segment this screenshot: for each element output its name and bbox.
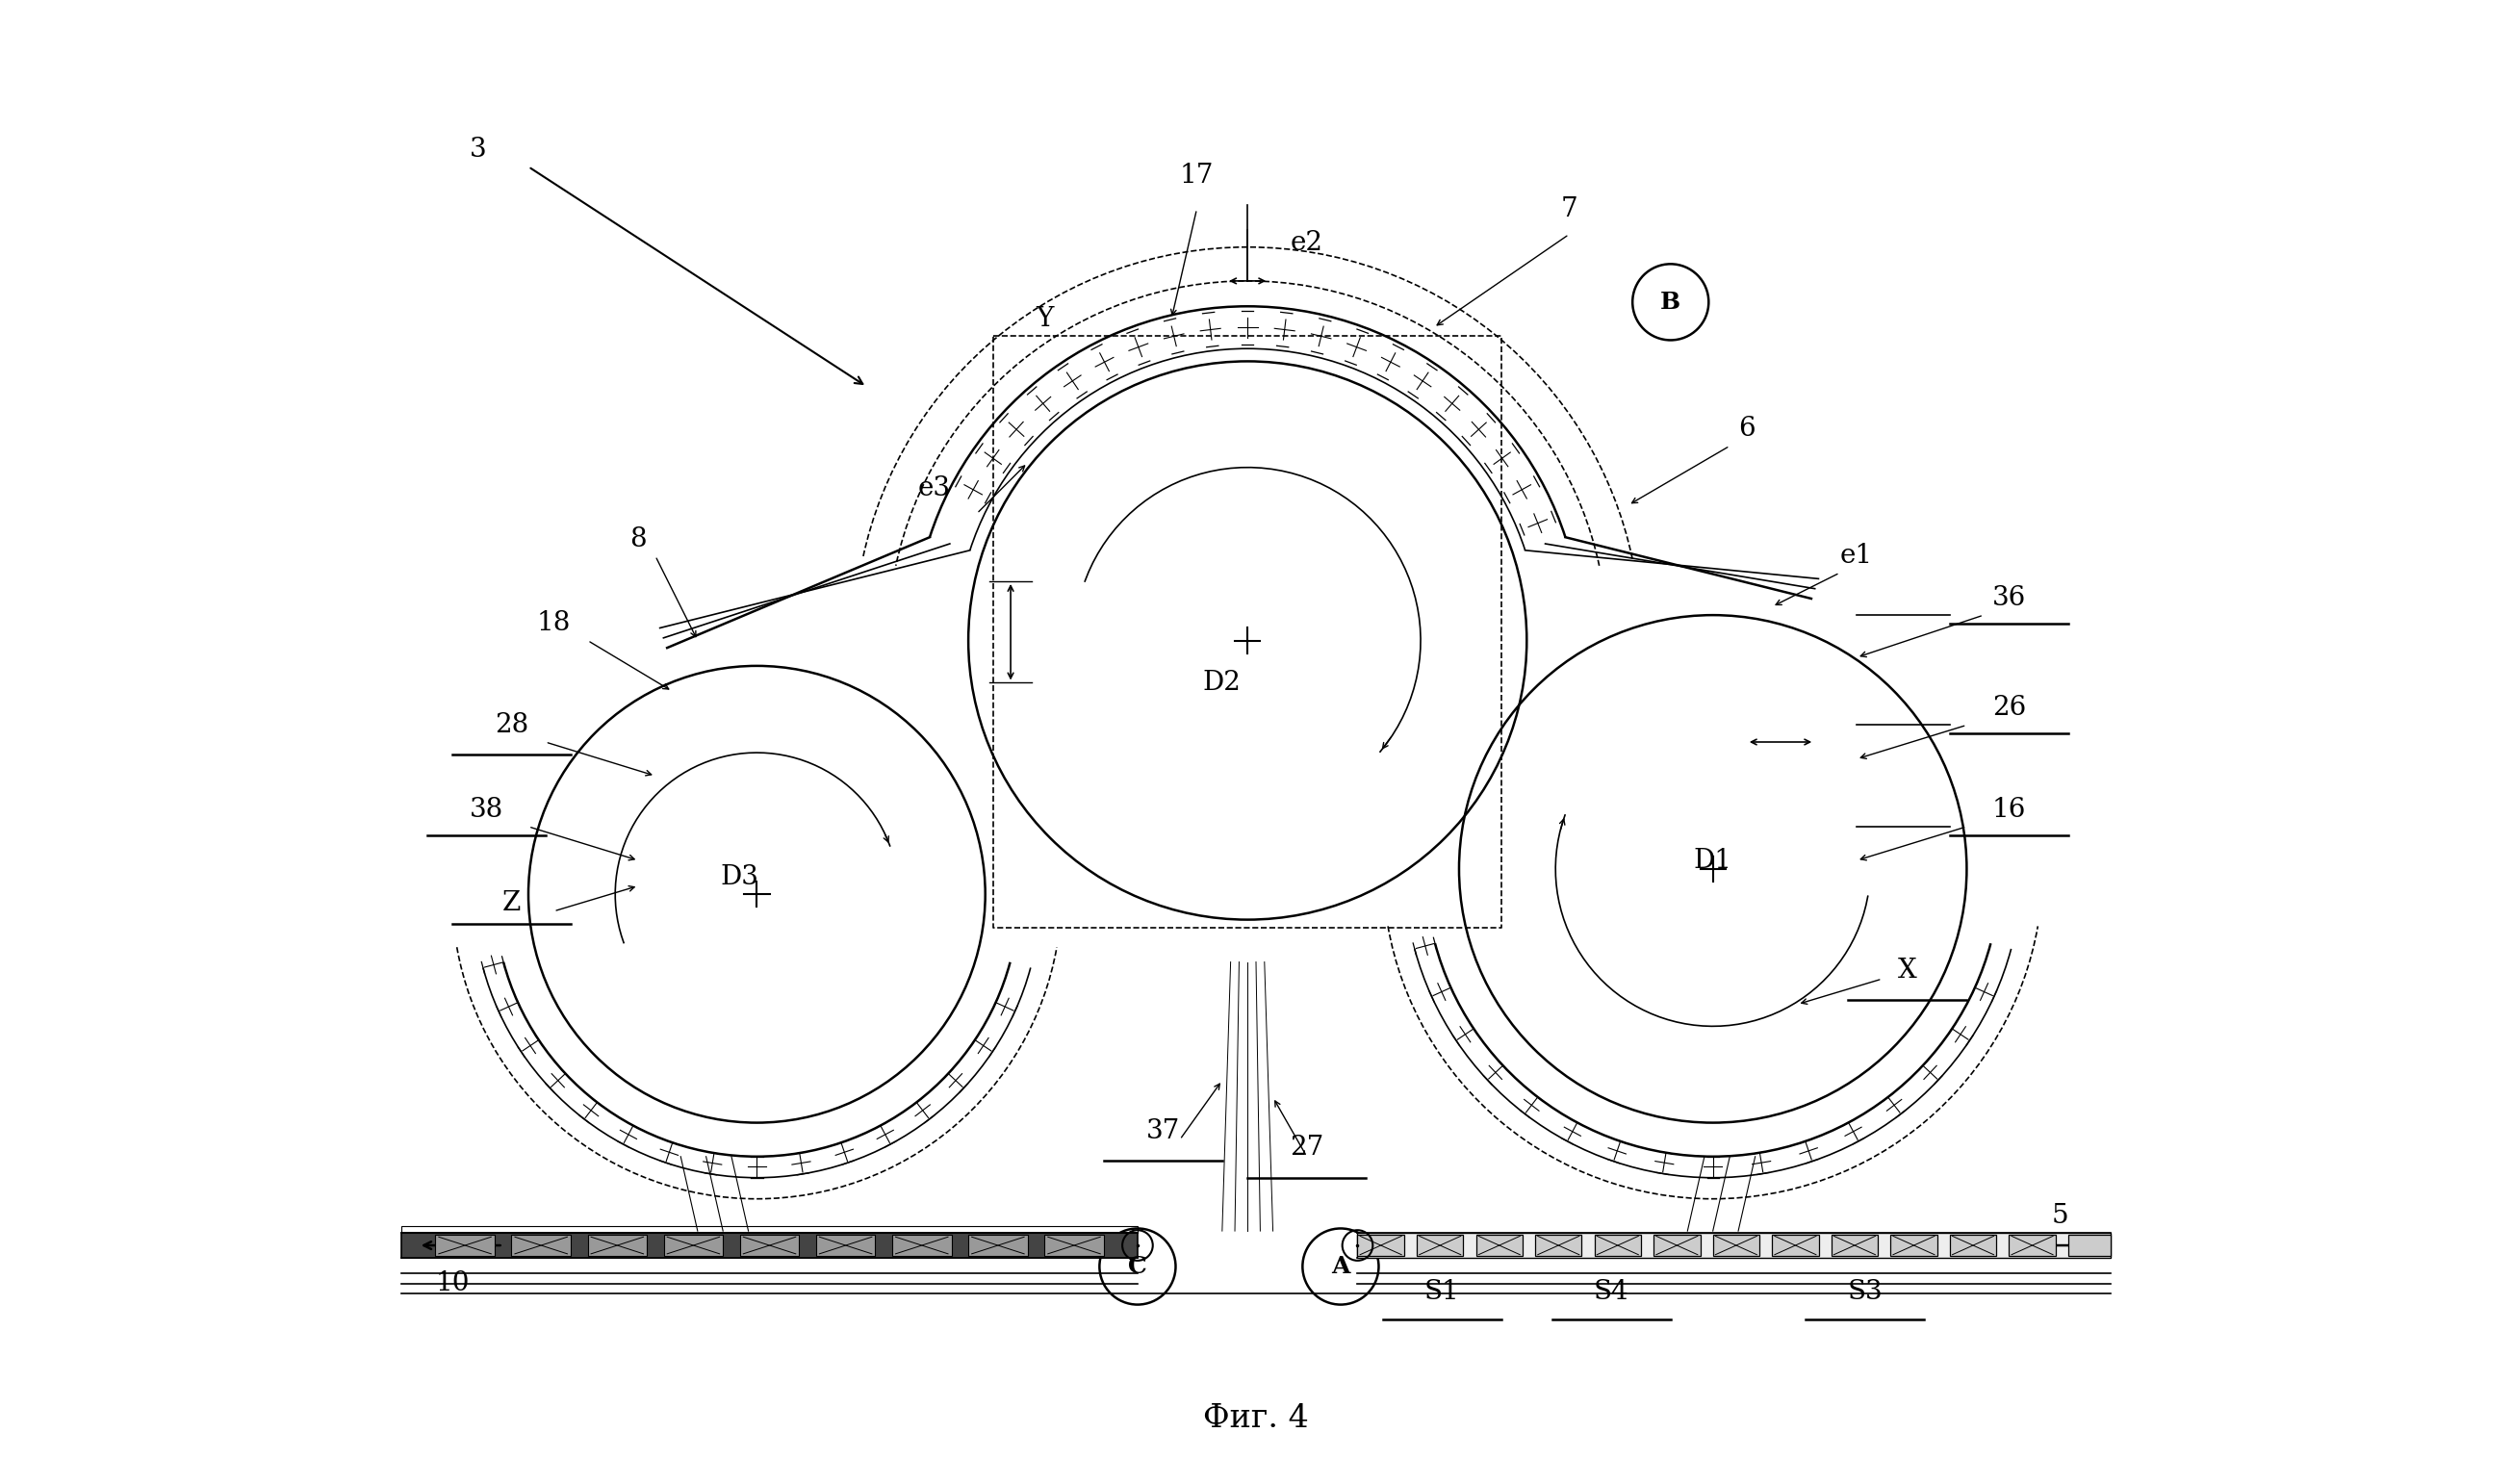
Bar [1831,1235,1879,1255]
Text: 38: 38 [470,797,502,822]
Text: S3: S3 [1846,1279,1884,1304]
Text: X: X [1899,957,1917,984]
Bar [1595,1235,1640,1255]
Text: e3: e3 [917,475,952,502]
Text: A: A [1331,1255,1349,1278]
Bar [663,1235,723,1255]
Text: 28: 28 [495,712,528,738]
Bar [2010,1235,2055,1255]
Text: 17: 17 [1181,162,1213,188]
Text: e1: e1 [1841,543,1874,568]
Text: 37: 37 [1145,1117,1181,1144]
Bar [512,1235,570,1255]
Bar [435,1235,495,1255]
Text: 6: 6 [1738,416,1756,442]
Text: 3: 3 [470,137,487,163]
Text: e2: e2 [1291,230,1324,255]
Bar [588,1235,646,1255]
Text: 16: 16 [1992,797,2027,822]
Text: 10: 10 [435,1270,470,1297]
Text: D3: D3 [721,864,759,890]
Text: 8: 8 [631,525,648,552]
Text: 26: 26 [1992,695,2027,721]
Bar [402,1233,1138,1258]
Bar [1477,1235,1522,1255]
Bar [2067,1235,2110,1255]
Text: 7: 7 [1560,196,1578,223]
Bar [1713,1235,1758,1255]
Bar [1949,1235,1997,1255]
Text: 27: 27 [1289,1135,1324,1160]
Bar [1417,1235,1464,1255]
Text: B: B [1660,291,1681,313]
Text: Z: Z [502,890,520,916]
Text: S4: S4 [1593,1279,1628,1304]
Text: D2: D2 [1203,669,1241,696]
Text: 36: 36 [1992,585,2027,611]
Text: 18: 18 [538,610,570,637]
Text: Y: Y [1035,306,1053,332]
Text: D1: D1 [1693,847,1733,874]
Bar [1535,1235,1583,1255]
Text: S1: S1 [1424,1279,1459,1304]
Bar [892,1235,952,1255]
Bar [741,1235,799,1255]
Bar [816,1235,874,1255]
Bar [1892,1235,1937,1255]
Bar [1045,1235,1103,1255]
Bar [1356,1233,2110,1258]
Bar [402,1226,1138,1233]
Bar [1653,1235,1701,1255]
Bar [1771,1235,1819,1255]
Text: C: C [1128,1255,1148,1278]
Bar [1356,1235,1404,1255]
Text: 5: 5 [2052,1202,2067,1229]
Text: Фиг. 4: Фиг. 4 [1203,1404,1309,1434]
Bar [967,1235,1027,1255]
